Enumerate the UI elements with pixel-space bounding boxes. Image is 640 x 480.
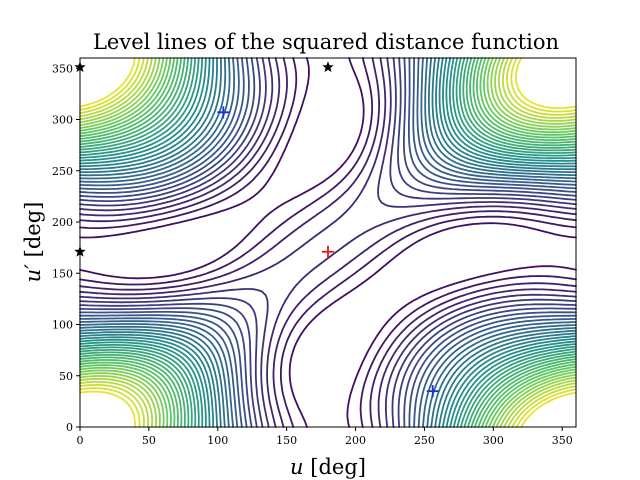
contour-line (79, 57, 577, 428)
contour-line (79, 57, 577, 428)
contour-line (79, 57, 577, 428)
contour-line (79, 57, 577, 428)
contour-line (79, 57, 577, 428)
x-tick-label: 0 (77, 434, 84, 447)
x-tick-label: 50 (142, 434, 156, 447)
contour-line (79, 57, 577, 428)
contour-line (79, 57, 577, 428)
contour-line (79, 57, 577, 428)
x-axis-label: u [deg] (290, 455, 366, 479)
contour-line (79, 57, 577, 428)
y-tick-label: 0 (66, 421, 73, 434)
contour-line (79, 57, 577, 428)
contour-line (79, 57, 577, 428)
y-tick-label: 50 (59, 370, 73, 383)
x-tick-label: 150 (276, 434, 297, 447)
contour-line (79, 57, 577, 428)
contour-line (79, 57, 577, 428)
y-tick-label: 350 (52, 62, 73, 75)
contour-line (79, 57, 577, 428)
x-tick-label: 100 (207, 434, 228, 447)
x-tick-label: 200 (345, 434, 366, 447)
contour-line (79, 57, 577, 428)
x-tick-label: 300 (483, 434, 504, 447)
y-axis-variable: u′ (21, 264, 45, 283)
contour-line (79, 57, 577, 428)
y-tick-label: 100 (52, 319, 73, 332)
y-tick-label: 250 (52, 165, 73, 178)
contour-line (79, 57, 577, 428)
contour-line (79, 57, 577, 428)
contour-line (79, 57, 577, 428)
contour-line (79, 57, 577, 428)
markers (74, 61, 439, 398)
plot-frame (79, 57, 577, 428)
y-tick-label: 200 (52, 216, 73, 229)
contour-line (79, 57, 577, 428)
contour-line (79, 57, 577, 428)
plot-background (80, 58, 576, 427)
minimum-marker (426, 385, 439, 398)
contour-line (79, 57, 577, 428)
x-axis-ticks: 0 50 100 150 200 250 300 350 (77, 427, 573, 447)
maximum-marker (322, 245, 334, 258)
y-tick-label: 150 (52, 267, 73, 280)
contour-line (79, 57, 577, 428)
x-axis-variable: u (290, 455, 304, 479)
contour-line (79, 57, 577, 428)
contour-line (79, 57, 577, 428)
contour-line (79, 57, 577, 428)
y-axis-label: u′ [deg] (21, 202, 45, 283)
y-tick-label: 300 (52, 114, 73, 127)
contour-line (79, 57, 577, 428)
contour-line (79, 57, 577, 428)
contour-line (79, 57, 577, 428)
y-axis-ticks: 0 50 100 150 200 250 300 350 (52, 62, 80, 434)
contour-line (79, 57, 577, 428)
minimum-marker (217, 106, 230, 119)
plot-area (74, 57, 577, 428)
chart-title: Level lines of the squared distance func… (93, 30, 559, 54)
y-axis-unit: [deg] (21, 202, 45, 258)
contour-line (79, 57, 577, 428)
contour-lines (79, 57, 577, 428)
contour-line (79, 57, 577, 428)
x-tick-label: 350 (552, 434, 573, 447)
x-axis-unit: [deg] (310, 455, 366, 479)
contour-line (79, 57, 577, 428)
x-tick-label: 250 (414, 434, 435, 447)
contour-line (79, 57, 577, 428)
contour-line (79, 57, 577, 428)
contour-line (79, 57, 577, 428)
saddle-star-marker (322, 61, 334, 73)
